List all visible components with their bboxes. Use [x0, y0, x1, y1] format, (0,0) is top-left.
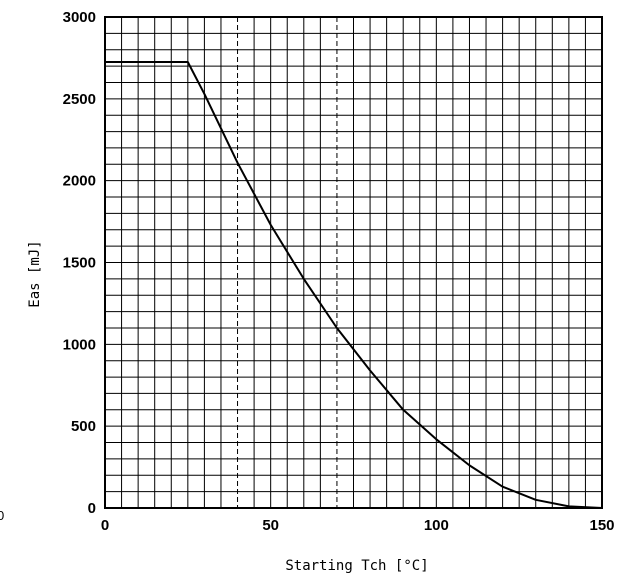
y-tick-label: 2500: [63, 91, 96, 108]
grid: [104, 16, 603, 509]
x-tick-label: 100: [424, 517, 449, 534]
series-layer: [105, 61, 603, 509]
x-axis-label: Starting Tch [°C]: [285, 558, 428, 574]
y-tick-label: 1500: [63, 255, 96, 272]
series-line: [105, 61, 603, 509]
y-tick-label: 3000: [63, 9, 96, 26]
y-axis-label: Eas [mJ]: [27, 240, 43, 307]
plot-area: [104, 16, 603, 509]
plot-frame: [104, 16, 603, 509]
x-tick-label: 0: [101, 517, 109, 534]
stray-edge-label: 0: [0, 508, 4, 523]
x-tick-label: 50: [262, 517, 279, 534]
x-tick-label: 150: [589, 517, 614, 534]
y-tick-label: 1000: [63, 336, 96, 353]
y-tick-label: 2000: [63, 173, 96, 190]
y-tick-label: 0: [88, 500, 96, 517]
y-tick-label: 500: [71, 418, 96, 435]
